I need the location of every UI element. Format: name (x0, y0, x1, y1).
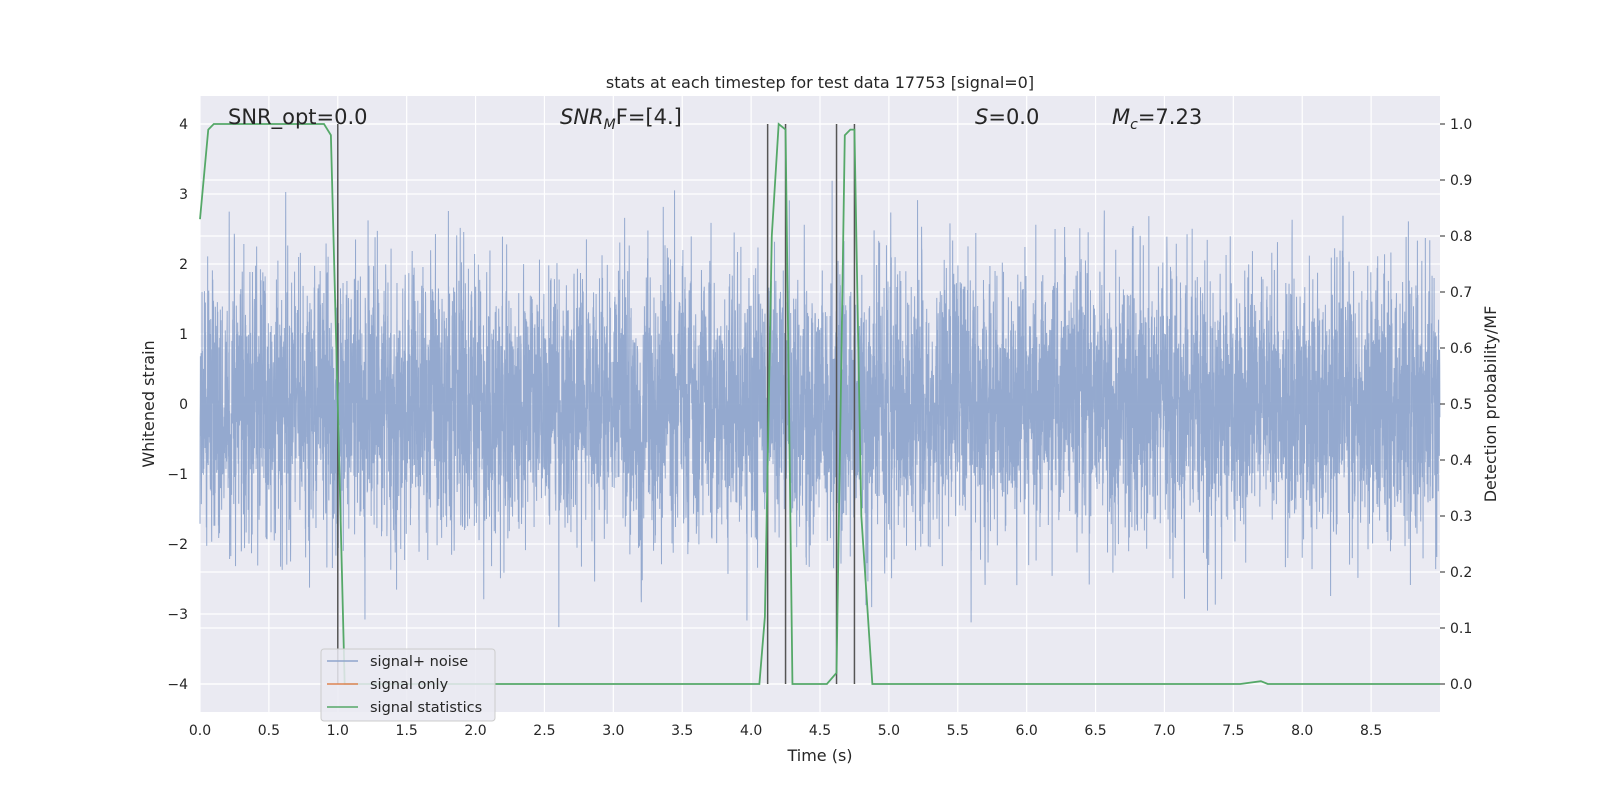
x-tick-label-9: 4.5 (809, 723, 831, 739)
chart-title: stats at each timestep for test data 177… (606, 73, 1034, 92)
x-tick-label-1: 0.5 (258, 723, 280, 739)
series-signal-statistics (199, 122, 1440, 685)
annotation-snr-mf-rest: F=[4.] (616, 105, 682, 129)
x-tick-label-15: 7.5 (1222, 723, 1244, 739)
x-tick-label-10: 5.0 (878, 723, 900, 739)
legend: signal+ noise signal only signal statist… (320, 648, 496, 722)
y-tick-label-8: 4 (179, 117, 188, 133)
x-axis-label: Time (s) (786, 746, 852, 765)
signal-statistics-line (199, 122, 1440, 685)
y2-tick-label-10: 1.0 (1450, 117, 1472, 133)
vertical-lines (337, 124, 856, 684)
legend-label-signal-noise: signal+ noise (370, 654, 468, 670)
y2-tick-label-6: 0.6 (1450, 341, 1472, 357)
y-axis-label: Whitened strain (139, 340, 158, 467)
legend-label-signal-only: signal only (370, 677, 449, 693)
y-tick-label-0: −4 (167, 677, 188, 693)
x-tick-label-2: 1.0 (327, 723, 349, 739)
annotation-snr-mf-main: SNR (560, 105, 604, 129)
annotation-snr-mf: SNRMF=[4.] (560, 105, 682, 133)
x-tick-label-17: 8.5 (1360, 723, 1382, 739)
x-tick-label-5: 2.5 (533, 723, 555, 739)
annotation-mc-main: M (1112, 105, 1130, 129)
y2-tick-label-8: 0.8 (1450, 229, 1472, 245)
y-tick-label-4: 0 (179, 397, 188, 413)
annotation-mc: Mc=7.23 (1112, 105, 1202, 133)
x-tick-label-7: 3.5 (671, 723, 693, 739)
y-tick-label-3: −1 (167, 467, 188, 483)
noise-line (199, 180, 1441, 628)
y2-tick-label-0: 0.0 (1450, 677, 1472, 693)
y-tick-label-6: 2 (179, 257, 188, 273)
x-tick-label-14: 7.0 (1153, 723, 1175, 739)
x-tick-label-11: 5.5 (947, 723, 969, 739)
annotation-mc-sub: c (1130, 117, 1138, 133)
x-tick-label-4: 2.0 (464, 723, 486, 739)
annotation-s: S=0.0 (975, 105, 1039, 129)
y2-tick-labels: 0.0 0.1 0.2 0.3 0.4 0.5 0.6 0.7 0.8 0.9 1.0 (1440, 117, 1472, 693)
y2-axis-label: Detection probability/MF (1481, 306, 1500, 503)
y2-tick-label-9: 0.9 (1450, 173, 1472, 189)
y2-tick-label-4: 0.4 (1450, 453, 1472, 469)
legend-label-signal-statistics: signal statistics (370, 700, 482, 716)
y-tick-labels: −4 −3 −2 −1 0 1 2 3 4 (167, 117, 188, 693)
x-tick-label-12: 6.0 (1016, 723, 1038, 739)
y2-tick-label-1: 0.1 (1450, 621, 1472, 637)
x-tick-label-6: 3.0 (602, 723, 624, 739)
y2-tick-label-5: 0.5 (1450, 397, 1472, 413)
y-tick-label-7: 3 (179, 187, 188, 203)
annotation-snr-opt: SNR_opt=0.0 (228, 105, 368, 130)
legend-box (320, 648, 496, 722)
annotation-s-rest: =0.0 (988, 105, 1039, 129)
x-tick-label-8: 4.0 (740, 723, 762, 739)
annotation-mc-rest: =7.23 (1138, 105, 1202, 129)
x-tick-labels: 0.0 0.5 1.0 1.5 2.0 2.5 3.0 3.5 4.0 4.5 5.0 5.5 6.0 6… (189, 723, 1382, 739)
annotation-snr-mf-sub: M (604, 117, 616, 133)
x-tick-label-0: 0.0 (189, 723, 211, 739)
y-tick-label-1: −3 (167, 607, 188, 623)
series-signal-noise (199, 180, 1441, 628)
x-tick-label-3: 1.5 (396, 723, 418, 739)
x-tick-label-13: 6.5 (1084, 723, 1106, 739)
y2-tick-label-7: 0.7 (1450, 285, 1472, 301)
y-tick-label-5: 1 (179, 327, 188, 343)
y2-tick-label-2: 0.2 (1450, 565, 1472, 581)
y2-tick-label-3: 0.3 (1450, 509, 1472, 525)
y-tick-label-2: −2 (167, 537, 188, 553)
x-tick-label-16: 8.0 (1291, 723, 1313, 739)
annotation-s-main: S (975, 105, 988, 129)
